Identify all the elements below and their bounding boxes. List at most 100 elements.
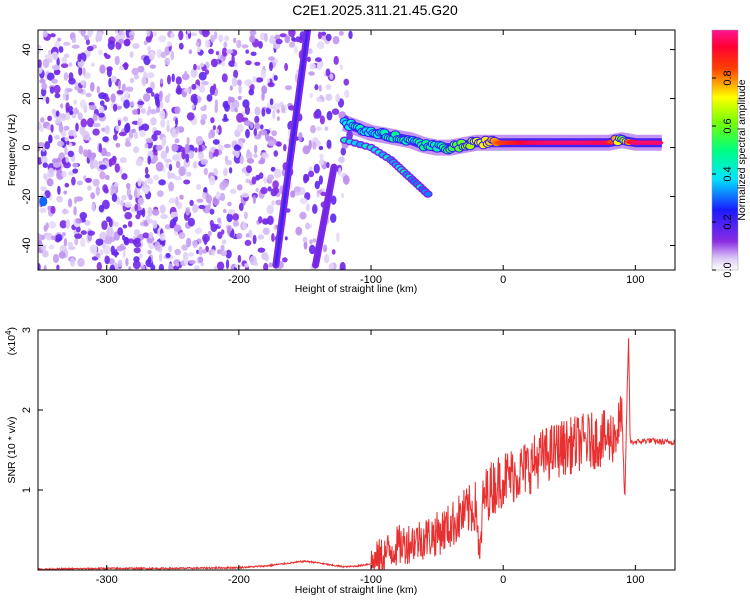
noise-blob (253, 153, 258, 158)
noise-blob (39, 207, 47, 213)
noise-blob (252, 195, 256, 204)
noise-blob (129, 101, 135, 107)
noise-blob (146, 30, 151, 37)
noise-blob (48, 244, 55, 250)
noise-blob (244, 211, 248, 220)
noise-blob (156, 98, 161, 108)
noise-blob (65, 102, 70, 111)
x-tick-label: -100 (360, 274, 382, 286)
noise-blob (77, 53, 82, 63)
noise-blob (124, 211, 133, 220)
noise-blob (80, 237, 86, 248)
noise-blob (80, 80, 85, 86)
noise-blob (322, 244, 328, 253)
noise-blob (166, 41, 172, 47)
noise-blob (168, 197, 176, 204)
noise-blob (192, 161, 198, 169)
noise-blob (102, 136, 109, 143)
noise-blob (226, 213, 233, 223)
noise-blob (209, 208, 215, 215)
y-tick-label: 40 (21, 43, 33, 55)
noise-blob (170, 50, 175, 61)
noise-blob (273, 187, 280, 194)
noise-blob (186, 30, 191, 34)
noise-blob (212, 125, 216, 131)
noise-blob (82, 149, 89, 158)
noise-blob (255, 187, 259, 193)
noise-blob (241, 222, 248, 230)
noise-blob (317, 31, 322, 40)
noise-blob (233, 144, 242, 151)
noise-blob (112, 103, 118, 112)
noise-blob (318, 145, 324, 151)
noise-blob (234, 61, 238, 68)
noise-blob (51, 108, 57, 115)
noise-blob (124, 123, 131, 134)
noise-blob (110, 75, 117, 83)
noise-blob (73, 128, 77, 139)
snr-x-ticks: -300 -200 -100 0 100 (96, 330, 645, 586)
noise-blob (245, 49, 249, 54)
noise-blob (241, 192, 249, 198)
noise-blob (168, 263, 174, 270)
noise-blob (275, 38, 283, 45)
noise-blob (54, 93, 61, 99)
noise-blob (38, 44, 42, 50)
noise-blob (62, 93, 66, 101)
noise-blob (63, 41, 71, 46)
y-tick-label: -40 (21, 238, 33, 254)
noise-blob (221, 73, 228, 83)
noise-blob (101, 220, 108, 230)
noise-blob (335, 93, 340, 103)
noise-blob (198, 204, 206, 210)
noise-blob (159, 109, 166, 120)
noise-blob (71, 44, 80, 49)
noise-blob (307, 48, 313, 55)
noise-blob (200, 262, 204, 267)
noise-blob (174, 248, 181, 256)
noise-blob (161, 136, 167, 147)
noise-blob (147, 207, 153, 217)
noise-blob (50, 124, 54, 133)
noise-blob (125, 90, 129, 100)
noise-blob (213, 168, 219, 177)
noise-blob (99, 232, 108, 240)
noise-blob (99, 100, 105, 106)
noise-blob (78, 145, 84, 155)
noise-blob (214, 103, 218, 114)
noise-blob (57, 37, 62, 42)
noise-blob (38, 121, 41, 131)
noise-blob (64, 182, 70, 188)
noise-blob (276, 141, 282, 147)
noise-blob (273, 150, 279, 157)
spectrogram-frame (37, 29, 676, 271)
colorbar-tick-label: 0.8 (722, 70, 734, 85)
noise-blob (60, 63, 69, 69)
noise-blob (116, 90, 124, 95)
noise-blob (268, 56, 275, 61)
noise-blob (185, 207, 191, 216)
noise-blob (329, 73, 334, 80)
noise-blob (38, 239, 43, 246)
noise-blob (45, 222, 49, 230)
noise-blob (63, 237, 68, 248)
noise-blob (254, 115, 260, 124)
noise-blob (320, 191, 327, 197)
snr-frame (37, 329, 676, 571)
noise-blob (309, 92, 314, 99)
noise-blob (194, 265, 200, 270)
noise-blob (91, 62, 95, 67)
noise-blob (310, 125, 316, 134)
noise-blob (223, 168, 228, 177)
noise-blob (320, 31, 327, 36)
noise-blob (118, 80, 121, 90)
noise-blob (185, 153, 190, 163)
noise-blob (47, 72, 55, 81)
noise-blob (324, 126, 329, 131)
noise-blob (228, 167, 233, 174)
noise-blob (80, 118, 88, 128)
noise-blob (174, 106, 181, 115)
noise-blob (160, 78, 164, 85)
noise-blob (141, 207, 146, 218)
noise-blob (198, 256, 204, 264)
